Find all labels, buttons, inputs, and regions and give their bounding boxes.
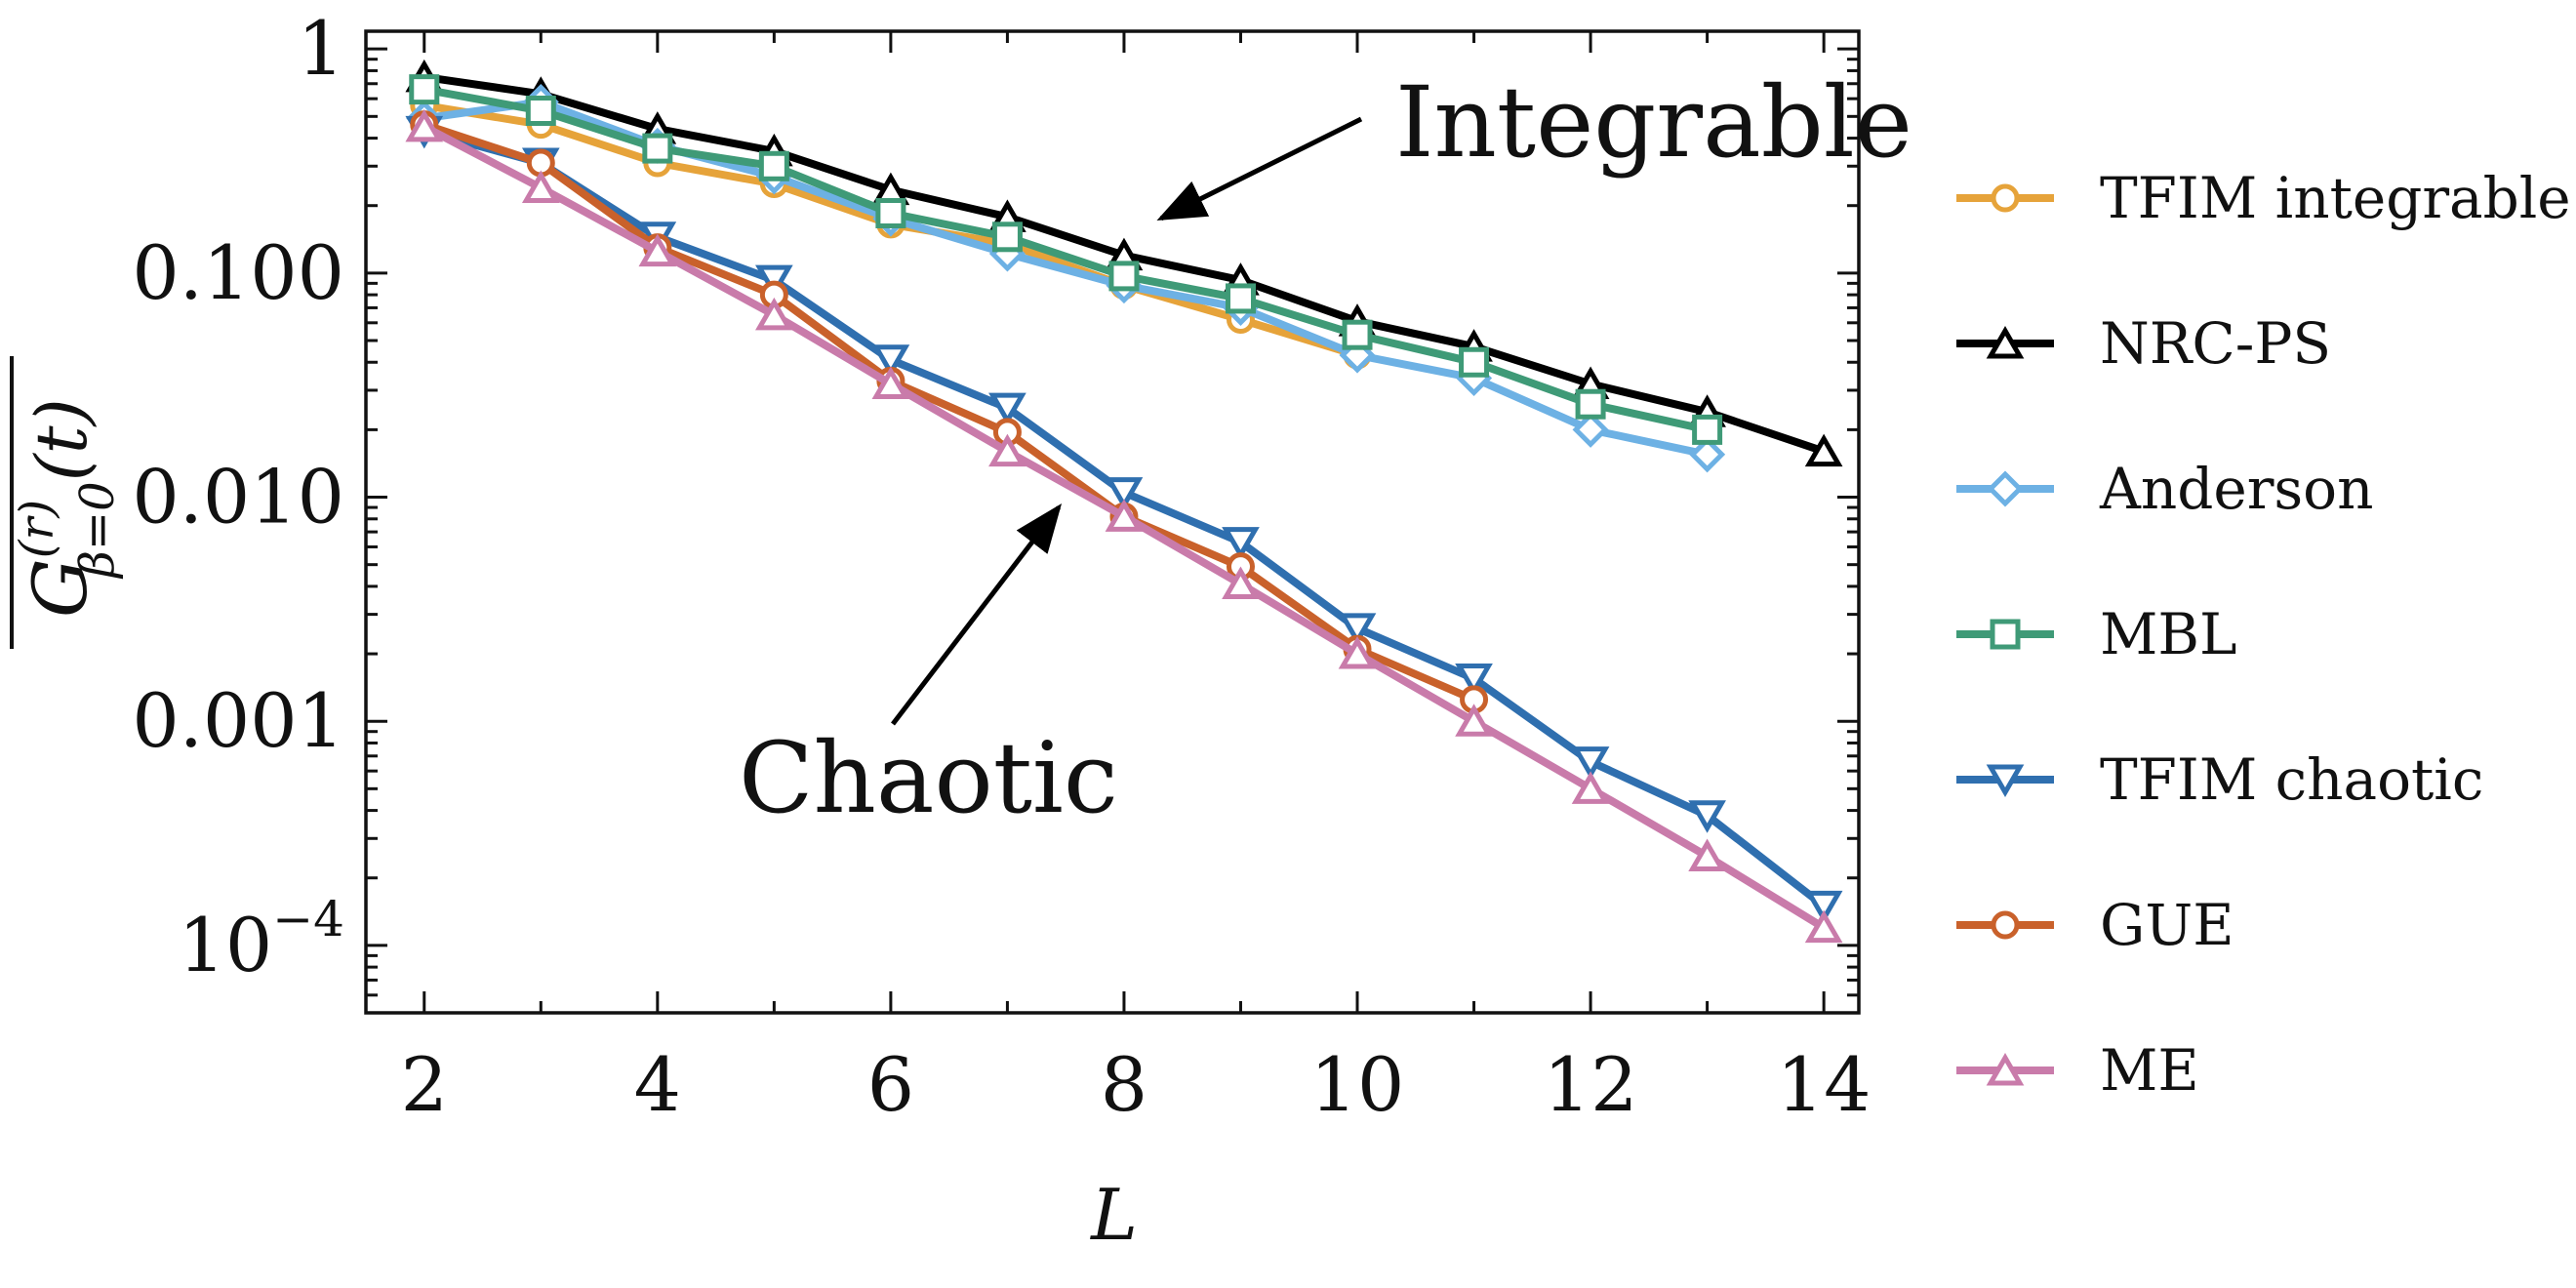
legend-label: GUE <box>2100 892 2234 958</box>
data-point <box>1571 771 1610 804</box>
series-mbl <box>409 74 1723 445</box>
data-point <box>1689 436 1726 473</box>
data-point <box>1338 613 1377 646</box>
data-point <box>755 297 793 331</box>
y-tick-label: 10−4 <box>179 891 344 988</box>
axes: 2 4 6 8 10 12 14 1 0.100 0.010 0.001 10−4 <box>132 5 1871 1128</box>
data-point <box>1459 346 1490 378</box>
annotation-integrable: Integrable <box>1395 65 1912 180</box>
data-point <box>1804 433 1843 467</box>
legend-marker <box>1987 470 2024 507</box>
legend-marker <box>1986 1052 2025 1086</box>
annotation-arrow-chaotic <box>891 503 1063 726</box>
x-tick-label: 12 <box>1544 1041 1638 1128</box>
data-point <box>1338 636 1377 669</box>
data-point <box>1455 663 1493 697</box>
plot-area <box>405 59 1843 944</box>
data-point <box>642 133 673 164</box>
y-axis-title: G(r) β=0(t) <box>10 356 125 649</box>
series-me <box>405 108 1843 944</box>
legend-marker <box>1986 325 2025 359</box>
y-tick-label: 0.010 <box>132 454 344 541</box>
legend-marker <box>1986 764 2025 798</box>
legend-item: Anderson <box>1956 456 2373 522</box>
data-point <box>1575 388 1606 420</box>
data-point <box>1804 890 1843 924</box>
legend-label: Anderson <box>2099 456 2373 522</box>
plot-frame <box>364 29 1861 1015</box>
y-tick-label: 1 <box>298 5 344 92</box>
data-point <box>1571 746 1610 780</box>
data-point <box>1342 319 1373 350</box>
x-tick-label: 14 <box>1777 1041 1872 1128</box>
annotations: Integrable Chaotic <box>739 65 1912 835</box>
data-point <box>1688 800 1726 833</box>
legend-label: MBL <box>2100 601 2237 667</box>
legend-marker <box>1990 619 2021 650</box>
y-axis-title-superscript: (r) <box>10 500 64 558</box>
x-tick-label: 8 <box>1101 1041 1147 1128</box>
legend-item: TFIM chaotic <box>1956 746 2483 813</box>
data-point <box>1688 838 1726 871</box>
y-tick-label: 0.100 <box>132 229 344 316</box>
x-axis-title: L <box>1089 1174 1138 1256</box>
annotation-arrow-integrable <box>1156 116 1363 221</box>
data-point <box>988 392 1026 426</box>
annotation-chaotic: Chaotic <box>739 721 1118 835</box>
data-point <box>1222 527 1260 560</box>
data-point <box>1692 414 1723 445</box>
data-point <box>409 74 440 105</box>
data-point <box>521 170 560 204</box>
legend-label: TFIM integrable <box>2100 165 2571 231</box>
data-point <box>758 150 789 181</box>
data-point <box>1225 283 1256 314</box>
legend-label: ME <box>2100 1037 2199 1104</box>
x-tick-label: 6 <box>867 1041 914 1128</box>
series-line <box>423 120 1476 704</box>
svg-text:G(r)β=0(t): G(r) β=0(t) <box>10 398 125 618</box>
data-point <box>405 108 444 142</box>
data-point <box>1804 909 1843 944</box>
data-point <box>991 221 1023 253</box>
data-point <box>638 233 677 267</box>
data-point <box>1105 499 1144 532</box>
y-axis-title-subscript: β=0 <box>70 481 125 580</box>
data-point <box>1455 704 1493 737</box>
data-point <box>871 344 910 378</box>
data-point <box>988 433 1026 467</box>
data-point <box>525 96 556 127</box>
data-point <box>871 366 910 400</box>
legend-label: NRC-PS <box>2100 310 2331 377</box>
legend-item: MBL <box>1956 601 2237 667</box>
legend: TFIM integrable NRC-PS Anderson MBL TFIM cha… <box>1956 165 2571 1104</box>
legend-item: TFIM integrable <box>1956 165 2571 231</box>
legend-marker <box>1991 183 2020 213</box>
y-axis-title-symbol: G <box>17 558 103 618</box>
data-point <box>1222 566 1260 599</box>
data-point <box>1572 411 1609 448</box>
data-point <box>875 197 906 228</box>
data-point <box>1108 261 1140 292</box>
legend-item: NRC-PS <box>1956 310 2331 377</box>
legend-item: ME <box>1956 1037 2199 1104</box>
y-axis-title-argument: (t) <box>20 398 102 481</box>
legend-item: GUE <box>1956 892 2234 958</box>
x-tick-label: 10 <box>1310 1041 1405 1128</box>
y-tick-label: 0.001 <box>132 677 344 764</box>
legend-marker <box>1991 910 2020 940</box>
x-tick-label: 4 <box>634 1041 681 1128</box>
series-line <box>423 85 1709 434</box>
data-point <box>755 264 793 299</box>
legend-label: TFIM chaotic <box>2100 746 2483 813</box>
x-tick-label: 2 <box>401 1041 448 1128</box>
data-point <box>1105 477 1144 510</box>
